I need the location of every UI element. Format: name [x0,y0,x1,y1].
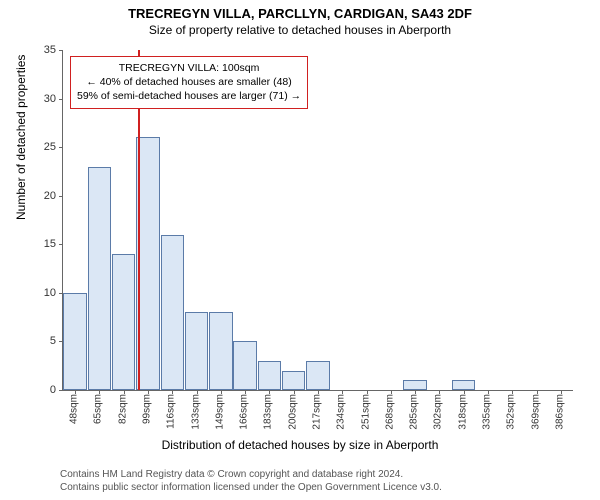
callout-line: 59% of semi-detached houses are larger (… [77,89,301,103]
y-tick-label: 30 [44,93,56,105]
chart-title-sub: Size of property relative to detached ho… [0,21,600,37]
callout-line: ← 40% of detached houses are smaller (48… [77,75,301,89]
callout-line: TRECREGYN VILLA: 100sqm [77,61,301,75]
y-tick-mark [59,390,63,391]
footer-attribution: Contains HM Land Registry data © Crown c… [60,468,442,494]
footer-line-2: Contains public sector information licen… [60,481,442,494]
x-tick-label: 217sqm [312,394,323,430]
y-tick-label: 0 [50,384,56,396]
histogram-bar [88,167,111,390]
histogram-bar [452,380,475,390]
x-tick-label: 99sqm [142,394,153,424]
footer-line-1: Contains HM Land Registry data © Crown c… [60,468,442,481]
y-tick-label: 10 [44,287,56,299]
x-axis-label: Distribution of detached houses by size … [0,438,600,452]
x-tick-label: 234sqm [336,394,347,430]
x-tick-label: 369sqm [530,394,541,430]
chart-plot-area: 0510152025303548sqm65sqm82sqm99sqm116sqm… [62,50,572,390]
x-tick-label: 65sqm [93,394,104,424]
y-tick-label: 20 [44,190,56,202]
x-tick-label: 183sqm [263,394,274,430]
y-tick-label: 35 [44,44,56,56]
y-axis-label: Number of detached properties [14,55,28,220]
chart-title-main: TRECREGYN VILLA, PARCLLYN, CARDIGAN, SA4… [0,0,600,21]
x-tick-label: 386sqm [554,394,565,430]
histogram-bar [403,380,426,390]
y-tick-mark [59,341,63,342]
x-tick-label: 116sqm [166,394,177,429]
histogram-bar [258,361,281,390]
histogram-bar [233,341,256,390]
x-tick-label: 166sqm [239,394,250,430]
y-tick-mark [59,196,63,197]
y-tick-mark [59,147,63,148]
property-callout-box: TRECREGYN VILLA: 100sqm← 40% of detached… [70,56,308,109]
x-tick-label: 200sqm [287,394,298,430]
histogram-bar [185,312,208,390]
histogram-bar [209,312,232,390]
histogram-bar [306,361,329,390]
x-tick-label: 133sqm [190,394,201,430]
x-tick-label: 352sqm [506,394,517,430]
histogram-bar [282,371,305,390]
x-tick-label: 318sqm [457,394,468,430]
x-tick-label: 268sqm [384,394,395,430]
x-tick-label: 48sqm [69,394,80,424]
y-tick-mark [59,244,63,245]
y-tick-label: 5 [50,335,56,347]
histogram-bar [161,235,184,390]
x-tick-label: 302sqm [433,394,444,430]
y-tick-label: 15 [44,238,56,250]
x-tick-label: 82sqm [117,394,128,424]
y-tick-mark [59,99,63,100]
histogram-bar [63,293,86,390]
x-tick-label: 335sqm [482,394,493,430]
x-tick-label: 149sqm [214,394,225,430]
y-tick-mark [59,50,63,51]
y-tick-mark [59,293,63,294]
x-tick-label: 285sqm [409,394,420,430]
histogram-bar [112,254,135,390]
x-tick-label: 251sqm [360,394,371,430]
y-tick-label: 25 [44,141,56,153]
